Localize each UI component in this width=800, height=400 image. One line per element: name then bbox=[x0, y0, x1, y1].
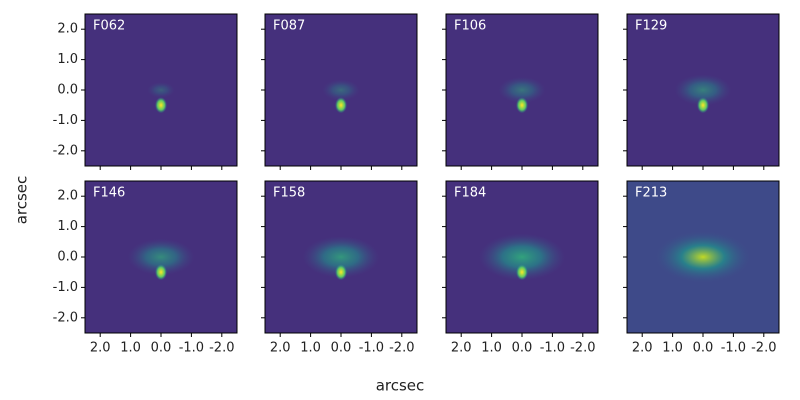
x-tick-label: -1.0 bbox=[359, 341, 384, 356]
image-panel: F146 2.0 1.0 0.0 -1.0 -2.0 2.0 1.0 0.0 -1.0 -2.0 bbox=[53, 180, 238, 356]
x-tick-label: -2.0 bbox=[751, 341, 776, 356]
panel-title: F106 bbox=[454, 19, 486, 34]
y-tick-label: 1.0 bbox=[57, 219, 78, 234]
x-tick-label: -2.0 bbox=[209, 341, 234, 356]
point-source bbox=[155, 97, 167, 114]
x-tick-label: -2.0 bbox=[570, 341, 595, 356]
x-tick-label: -1.0 bbox=[721, 341, 746, 356]
y-tick-label: 2.0 bbox=[57, 189, 78, 204]
y-tick-label: -2.0 bbox=[53, 310, 78, 325]
point-source bbox=[155, 264, 167, 281]
extended-emission bbox=[302, 236, 380, 278]
y-axis-label: arcsec bbox=[13, 176, 31, 225]
extended-emission bbox=[498, 76, 546, 104]
x-axis-label: arcsec bbox=[376, 377, 425, 395]
point-source bbox=[697, 97, 709, 114]
x-tick-label: -1.0 bbox=[540, 341, 565, 356]
panel-title: F129 bbox=[635, 19, 667, 34]
panel-title: F087 bbox=[273, 19, 305, 34]
point-source bbox=[335, 97, 347, 114]
y-tick-label: 1.0 bbox=[57, 52, 78, 67]
image-panel: F158 2.0 1.0 0.0 -1.0 -2.0 bbox=[261, 180, 418, 356]
x-tick-label: 1.0 bbox=[120, 341, 141, 356]
x-tick-label: 1.0 bbox=[300, 341, 321, 356]
image-panel: F184 2.0 1.0 0.0 -1.0 -2.0 bbox=[442, 180, 599, 356]
panel-title: F062 bbox=[93, 19, 125, 34]
point-source bbox=[516, 97, 528, 114]
x-tick-label: 1.0 bbox=[662, 341, 683, 356]
x-tick-label: 2.0 bbox=[632, 341, 653, 356]
image-panel: F106 bbox=[442, 13, 599, 170]
extended-emission bbox=[127, 238, 195, 276]
x-tick-label: 2.0 bbox=[90, 341, 111, 356]
x-tick-label: -2.0 bbox=[389, 341, 414, 356]
panel-title: F213 bbox=[635, 186, 667, 201]
image-panel: F087 bbox=[261, 13, 418, 170]
x-tick-label: 0.0 bbox=[693, 341, 714, 356]
extended-emission bbox=[147, 82, 175, 98]
x-tick-label: 0.0 bbox=[151, 341, 172, 356]
extended-emission bbox=[478, 233, 566, 281]
image-panel: F062 2.0 1.0 0.0 -1.0 -2.0 bbox=[53, 13, 238, 170]
x-tick-label: 1.0 bbox=[481, 341, 502, 356]
extended-emission bbox=[322, 79, 360, 101]
panel-title: F184 bbox=[454, 186, 486, 201]
y-tick-label: -1.0 bbox=[53, 113, 78, 128]
y-tick-label: -1.0 bbox=[53, 280, 78, 295]
y-tick-label: 0.0 bbox=[57, 83, 78, 98]
x-tick-label: 2.0 bbox=[451, 341, 472, 356]
x-tick-label: 0.0 bbox=[331, 341, 352, 356]
x-tick-label: 2.0 bbox=[270, 341, 291, 356]
panel-title: F158 bbox=[273, 186, 305, 201]
y-tick-label: 0.0 bbox=[57, 250, 78, 265]
y-tick-label: -2.0 bbox=[53, 143, 78, 158]
panel-title: F146 bbox=[93, 186, 125, 201]
point-source bbox=[335, 264, 347, 281]
image-panel: F129 bbox=[623, 13, 780, 170]
x-tick-label: 0.0 bbox=[512, 341, 533, 356]
extended-emission bbox=[655, 231, 751, 283]
image-panel: F213 2.0 1.0 0.0 -1.0 -2.0 bbox=[623, 180, 780, 356]
point-source bbox=[516, 264, 528, 281]
extended-emission bbox=[674, 74, 732, 106]
y-tick-label: 2.0 bbox=[57, 22, 78, 37]
x-tick-label: -1.0 bbox=[179, 341, 204, 356]
